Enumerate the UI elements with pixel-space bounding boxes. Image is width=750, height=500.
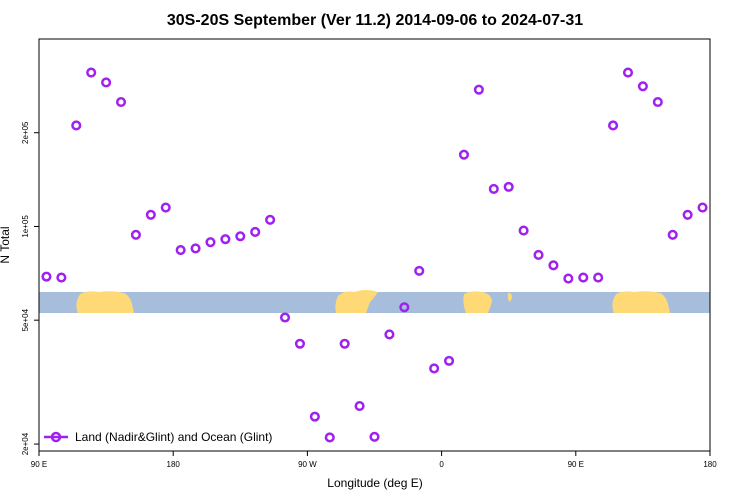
data-point	[548, 260, 559, 271]
data-point	[309, 411, 320, 422]
chart-title: 30S-20S September (Ver 11.2) 2014-09-06 …	[167, 12, 583, 29]
data-point	[130, 229, 141, 240]
data-point	[115, 96, 127, 108]
y-tick-label: 1e+05	[21, 215, 30, 238]
data-point	[608, 120, 619, 131]
data-point	[279, 312, 291, 323]
data-point	[101, 77, 112, 88]
data-point	[71, 120, 82, 131]
data-point	[578, 272, 589, 283]
data-point	[652, 96, 663, 108]
data-point	[145, 209, 156, 220]
data-point	[503, 181, 514, 192]
legend-marker	[50, 431, 62, 443]
data-point	[190, 243, 201, 254]
map-land-africa	[463, 291, 492, 313]
y-tick-label: 5e+04	[21, 308, 30, 331]
data-point	[622, 67, 634, 78]
data-point	[175, 244, 186, 256]
x-tick-label: 90 E	[31, 460, 47, 469]
data-point	[667, 229, 678, 240]
map-land-madagascar	[507, 292, 512, 302]
legend: Land (Nadir&Glint) and Ocean (Glint)	[44, 430, 272, 444]
y-axis: 2e+04 5e+04 1e+05 2e+05	[21, 121, 39, 455]
data-point	[444, 355, 455, 366]
x-tick-label: 90 E	[568, 460, 584, 469]
data-point	[369, 431, 380, 442]
data-point	[250, 226, 261, 238]
x-axis-label: Longitude (deg E)	[327, 476, 422, 490]
x-tick-label: 90 W	[298, 460, 317, 469]
data-point	[339, 338, 350, 349]
data-point	[458, 149, 470, 160]
data-point	[86, 67, 97, 78]
data-point	[473, 84, 484, 95]
map-land-australia	[76, 291, 134, 313]
x-tick-label: 0	[439, 460, 444, 469]
data-point	[593, 272, 604, 283]
data-point	[354, 400, 365, 412]
data-point	[697, 202, 708, 213]
data-point	[488, 183, 499, 194]
data-point	[265, 214, 276, 225]
y-tick-label: 2e+04	[21, 432, 30, 455]
y-tick-label: 2e+05	[21, 121, 30, 144]
map-strip	[39, 290, 710, 313]
data-point	[429, 363, 440, 374]
data-point	[205, 237, 216, 248]
data-points	[41, 67, 708, 443]
plot-frame	[38, 38, 711, 452]
y-axis-label: N Total	[0, 226, 12, 263]
data-point	[414, 265, 425, 276]
map-land-australia-repeat	[612, 291, 670, 313]
x-tick-label: 180	[167, 460, 181, 469]
data-point	[399, 302, 410, 313]
x-axis: 90 E 180 90 W 0 90 E 180	[31, 451, 717, 469]
x-tick-label: 180	[703, 460, 717, 469]
legend-label: Land (Nadir&Glint) and Ocean (Glint)	[75, 430, 272, 444]
map-land-south-america	[335, 290, 378, 313]
data-point	[41, 271, 52, 282]
data-point	[384, 329, 395, 340]
data-point	[220, 234, 231, 245]
data-point	[563, 273, 574, 284]
data-point	[682, 209, 693, 220]
map-ocean	[39, 292, 710, 313]
data-point	[160, 202, 171, 213]
data-point	[56, 272, 67, 283]
data-point	[637, 81, 648, 92]
data-point	[324, 432, 335, 443]
data-point	[235, 231, 246, 242]
data-point	[518, 225, 529, 236]
data-point	[533, 249, 544, 260]
data-point	[294, 338, 305, 349]
